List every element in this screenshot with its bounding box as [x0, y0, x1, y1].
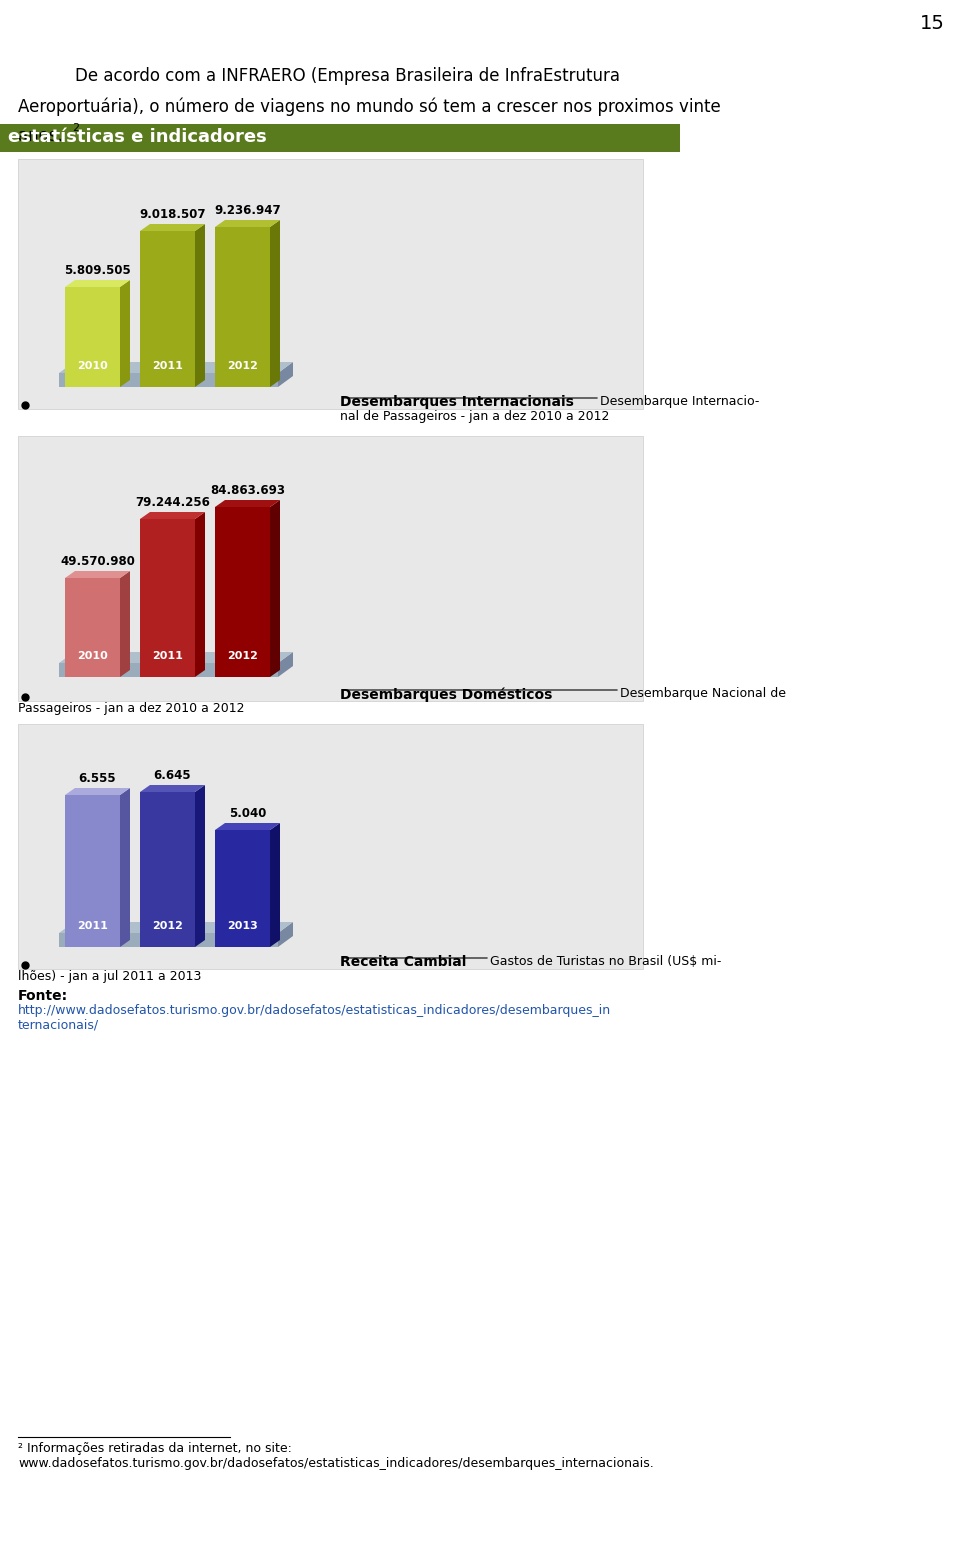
Text: Desembarques Internacionais: Desembarques Internacionais — [340, 395, 574, 409]
Text: www.dadosefatos.turismo.gov.br/dadosefatos/estatisticas_indicadores/desembarques: www.dadosefatos.turismo.gov.br/dadosefat… — [18, 1457, 654, 1470]
Polygon shape — [270, 220, 280, 388]
Polygon shape — [59, 652, 293, 663]
Text: 84.863.693: 84.863.693 — [210, 484, 285, 497]
Text: 2013: 2013 — [228, 922, 258, 931]
Text: 2010: 2010 — [77, 651, 108, 662]
Polygon shape — [120, 280, 130, 388]
Text: 9.018.507: 9.018.507 — [139, 209, 205, 221]
Text: 6.555: 6.555 — [79, 772, 116, 785]
Polygon shape — [270, 500, 280, 677]
Polygon shape — [140, 793, 195, 947]
Polygon shape — [215, 227, 270, 388]
Polygon shape — [59, 374, 278, 388]
Polygon shape — [215, 508, 270, 677]
FancyBboxPatch shape — [0, 125, 680, 153]
Polygon shape — [195, 785, 205, 947]
Polygon shape — [65, 286, 120, 388]
Polygon shape — [215, 500, 280, 508]
Polygon shape — [65, 280, 130, 286]
Polygon shape — [140, 785, 205, 793]
Text: 2012: 2012 — [228, 361, 258, 371]
Polygon shape — [270, 824, 280, 947]
Text: 79.244.256: 79.244.256 — [135, 497, 210, 509]
Text: Passageiros - jan a dez 2010 a 2012: Passageiros - jan a dez 2010 a 2012 — [18, 702, 245, 715]
Text: Aeroportuária), o número de viagens no mundo só tem a crescer nos proximos vinte: Aeroportuária), o número de viagens no m… — [18, 97, 721, 115]
Text: Desembarque Internacio-: Desembarque Internacio- — [600, 395, 759, 408]
FancyBboxPatch shape — [18, 159, 643, 409]
Text: Receita Cambial: Receita Cambial — [340, 954, 467, 968]
Polygon shape — [65, 571, 130, 578]
Text: 5.809.505: 5.809.505 — [64, 265, 131, 277]
Text: Gastos de Turistas no Brasil (US$ mi-: Gastos de Turistas no Brasil (US$ mi- — [490, 954, 721, 968]
Text: 2010: 2010 — [77, 361, 108, 371]
Text: anos.: anos. — [18, 128, 62, 145]
Polygon shape — [140, 518, 195, 677]
Text: De acordo com a INFRAERO (Empresa Brasileira de InfraEstrutura: De acordo com a INFRAERO (Empresa Brasil… — [75, 67, 620, 86]
Polygon shape — [65, 578, 120, 677]
Text: 2011: 2011 — [152, 361, 183, 371]
Polygon shape — [278, 922, 293, 947]
Polygon shape — [120, 571, 130, 677]
Text: Desembarques Domésticos: Desembarques Domésticos — [340, 687, 552, 702]
Polygon shape — [140, 230, 195, 388]
Polygon shape — [195, 512, 205, 677]
Text: 6.645: 6.645 — [154, 769, 191, 782]
FancyBboxPatch shape — [18, 724, 643, 968]
Text: estatísticas e indicadores: estatísticas e indicadores — [8, 128, 267, 146]
Polygon shape — [140, 224, 205, 230]
Text: 49.570.980: 49.570.980 — [60, 554, 135, 568]
Text: 15: 15 — [920, 14, 945, 33]
Text: 2012: 2012 — [152, 922, 183, 931]
Text: lhões) - jan a jul 2011 a 2013: lhões) - jan a jul 2011 a 2013 — [18, 970, 202, 982]
Text: 2: 2 — [72, 123, 79, 132]
Text: nal de Passageiros - jan a dez 2010 a 2012: nal de Passageiros - jan a dez 2010 a 20… — [340, 409, 610, 424]
Text: Fonte:: Fonte: — [18, 989, 68, 1003]
Text: 2011: 2011 — [152, 651, 183, 662]
Polygon shape — [215, 830, 270, 947]
Polygon shape — [120, 788, 130, 947]
Polygon shape — [278, 652, 293, 677]
Text: ² Informações retiradas da internet, no site:: ² Informações retiradas da internet, no … — [18, 1442, 292, 1454]
Polygon shape — [59, 361, 293, 374]
Polygon shape — [215, 220, 280, 227]
Polygon shape — [65, 796, 120, 947]
Polygon shape — [278, 361, 293, 388]
Polygon shape — [215, 824, 280, 830]
Text: Desembarque Nacional de: Desembarque Nacional de — [620, 687, 786, 701]
Text: 2011: 2011 — [77, 922, 108, 931]
FancyBboxPatch shape — [18, 436, 643, 701]
Text: 5.040: 5.040 — [228, 807, 266, 821]
Text: 2012: 2012 — [228, 651, 258, 662]
Text: 9.236.947: 9.236.947 — [214, 204, 281, 216]
Polygon shape — [65, 788, 130, 796]
Polygon shape — [59, 933, 278, 947]
Polygon shape — [140, 512, 205, 518]
Text: ternacionais/: ternacionais/ — [18, 1018, 99, 1032]
Polygon shape — [59, 922, 293, 933]
Polygon shape — [59, 663, 278, 677]
Text: http://www.dadosefatos.turismo.gov.br/dadosefatos/estatisticas_indicadores/desem: http://www.dadosefatos.turismo.gov.br/da… — [18, 1004, 612, 1017]
Polygon shape — [195, 224, 205, 388]
